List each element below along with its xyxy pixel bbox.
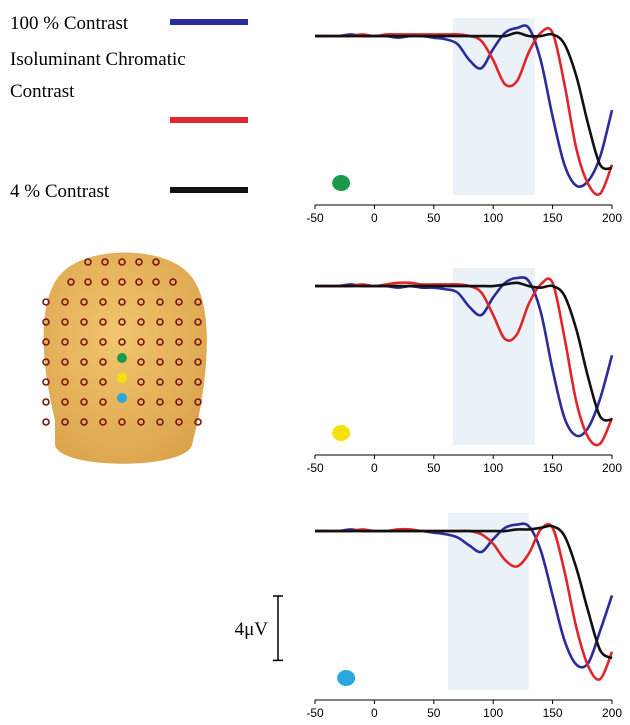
x-tick-label: 100 <box>483 211 503 225</box>
x-tick-label: 0 <box>371 211 378 225</box>
electrode <box>43 419 49 425</box>
x-tick-label: -50 <box>306 706 324 720</box>
x-tick-label: 0 <box>371 461 378 475</box>
electrode-highlight <box>117 373 127 383</box>
x-tick-label: 200 <box>602 211 622 225</box>
x-tick-label: 0 <box>371 706 378 720</box>
electrode-marker <box>332 425 350 441</box>
electrode-highlight <box>117 393 127 403</box>
x-tick-label: 50 <box>427 461 441 475</box>
x-tick-label: -50 <box>306 461 324 475</box>
x-tick-label: -50 <box>306 211 324 225</box>
x-tick-label: 100 <box>483 706 503 720</box>
x-tick-label: 200 <box>602 706 622 720</box>
x-tick-label: 150 <box>543 211 563 225</box>
electrode-marker <box>337 670 355 686</box>
legend-label: 4 % Contrast <box>10 181 110 202</box>
x-tick-label: 50 <box>427 706 441 720</box>
x-tick-label: 100 <box>483 461 503 475</box>
legend-label: 100 % Contrast <box>10 13 129 34</box>
electrode <box>43 399 49 405</box>
electrode-marker <box>332 175 350 191</box>
scale-label: 4μV <box>235 619 269 640</box>
legend-label: Contrast <box>10 81 75 102</box>
figure: 100 % Contrast Isoluminant Chromatic Contr… <box>0 0 630 725</box>
x-tick-label: 200 <box>602 461 622 475</box>
x-tick-label: 150 <box>543 461 563 475</box>
electrode-highlight <box>117 353 127 363</box>
highlight-window <box>453 18 535 195</box>
x-tick-label: 150 <box>543 706 563 720</box>
legend-label: Isoluminant Chromatic <box>10 49 186 70</box>
x-tick-label: 50 <box>427 211 441 225</box>
